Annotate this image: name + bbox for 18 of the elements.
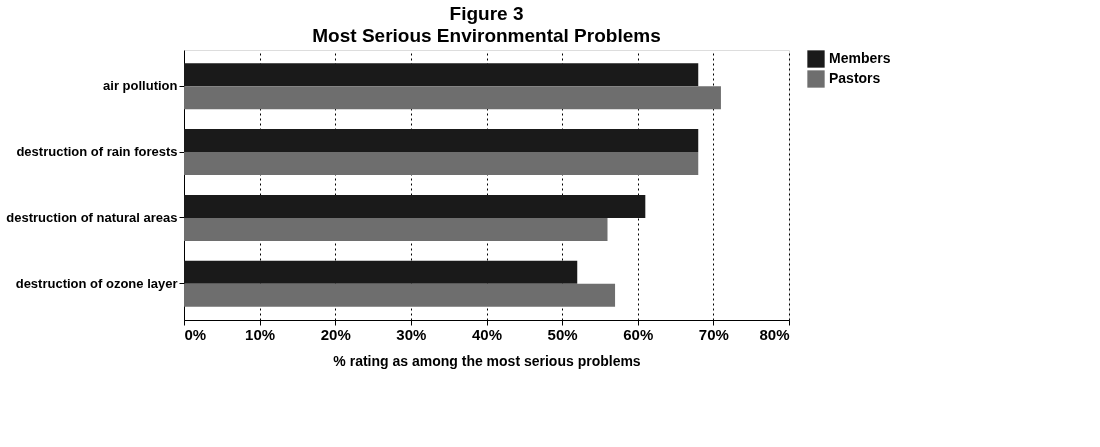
x-tick-label: 70%	[698, 325, 729, 343]
chart-subtitle: Most Serious Environmental Problems	[312, 25, 661, 46]
y-tick-label: air pollution	[103, 78, 178, 94]
y-tick-label: destruction of natural areas	[6, 209, 178, 225]
x-tick-label: 80%	[759, 325, 790, 343]
x-tick-label: 0%	[184, 325, 207, 343]
legend-label: Pastors	[829, 70, 881, 86]
chart-title: Figure 3	[449, 3, 524, 24]
y-tick-label: destruction of ozone layer	[15, 275, 178, 291]
x-tick-label: 60%	[623, 325, 654, 343]
x-tick-label: 30%	[396, 325, 427, 343]
x-tick-label: 20%	[320, 325, 351, 343]
legend-label: Members	[829, 50, 891, 66]
x-axis-title: % rating as among the most serious problems	[333, 352, 641, 369]
y-tick-label: destruction of rain forests	[16, 144, 178, 160]
x-tick-label: 40%	[471, 325, 503, 343]
x-tick-label: 50%	[547, 325, 578, 343]
x-tick-label: 10%	[245, 325, 276, 343]
